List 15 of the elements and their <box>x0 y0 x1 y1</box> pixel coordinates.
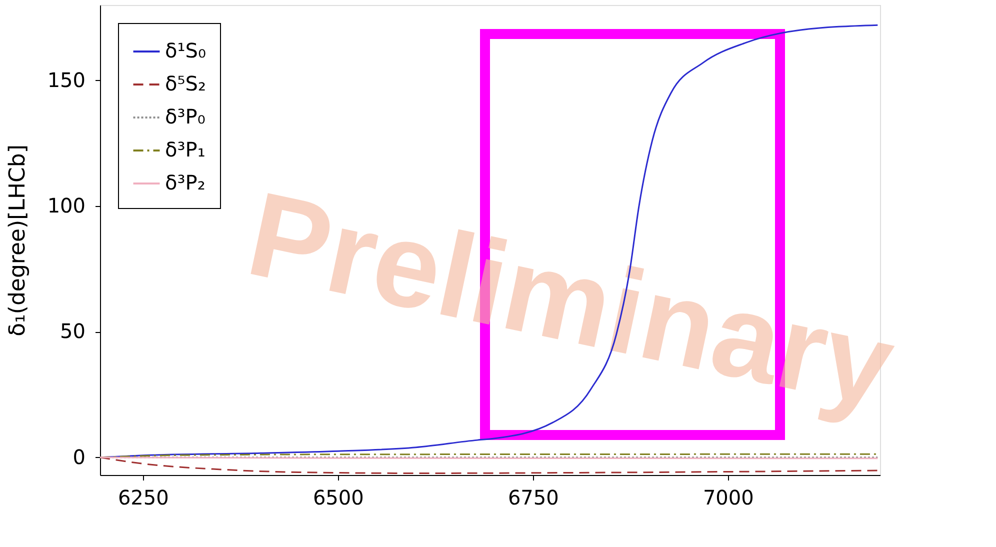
x-tick-label: 6250 <box>118 486 169 510</box>
x-tick-label: 7000 <box>702 486 754 510</box>
legend-label: δ³P₁ <box>165 138 206 162</box>
legend-label: δ⁵S₂ <box>165 72 206 96</box>
x-tick-label: 6750 <box>508 486 559 510</box>
x-tick-label: 6500 <box>312 486 364 510</box>
legend-label: δ³P₀ <box>165 104 206 128</box>
y-tick-label: 50 <box>60 319 86 344</box>
y-tick-label: 100 <box>47 194 86 218</box>
y-tick-label: 150 <box>47 68 86 92</box>
y-tick-label: 0 <box>72 444 86 469</box>
y-axis-title: δ₁(degree)[LHCb] <box>5 144 30 336</box>
legend-label: δ³P₂ <box>165 170 206 194</box>
legend-label: δ¹S₀ <box>165 38 206 62</box>
line-series <box>100 456 878 474</box>
